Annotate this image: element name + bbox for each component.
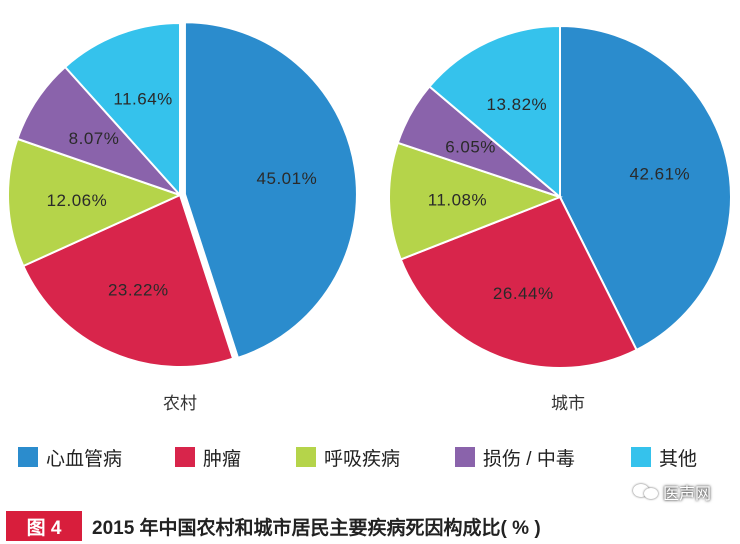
pie-label-urban-0: 42.61% <box>630 164 691 183</box>
legend-label-4: 其他 <box>659 448 697 470</box>
pie-slice-urban-1 <box>399 195 638 369</box>
legend-swatch-2 <box>296 447 316 467</box>
watermark-text: 医声网 <box>663 486 712 503</box>
legend-swatch-0 <box>18 447 38 467</box>
pie-slice-rural-2 <box>7 137 183 268</box>
figure-caption-bar <box>0 508 740 544</box>
pie-slice-rural-0 <box>183 21 358 360</box>
legend-label-0: 心血管病 <box>46 448 122 470</box>
pie-title-rural: 农村 <box>163 394 197 413</box>
legend-swatch-1 <box>175 447 195 467</box>
pie-label-urban-2: 11.08% <box>428 191 487 210</box>
legend-swatch-3 <box>455 447 475 467</box>
pie-slice-rural-1 <box>22 193 235 368</box>
watermark: 医声网 <box>633 480 711 504</box>
legend-label-2: 呼吸疾病 <box>324 448 400 470</box>
pie-slice-rural-4 <box>63 21 181 198</box>
pie-label-rural-1: 23.22% <box>108 280 169 299</box>
pie-slice-urban-2 <box>388 141 563 261</box>
pie-slice-urban-4 <box>428 24 561 200</box>
figure-caption: 2015 年中国农村和城市居民主要疾病死因构成比( % ) <box>92 518 541 539</box>
figure-badge: 图 4 <box>6 511 82 541</box>
legend: 心血管病 肿瘤 呼吸疾病 损伤 / 中毒 其他 <box>18 447 697 470</box>
pie-urban: 42.61% 26.44% 11.08% 6.05% 13.82% <box>388 24 732 369</box>
pie-rural: 45.01% 23.22% 12.06% 8.07% 11.64% <box>7 21 358 368</box>
legend-label-3: 损伤 / 中毒 <box>483 448 575 470</box>
pie-label-urban-1: 26.44% <box>493 284 554 303</box>
pie-slice-urban-0 <box>559 24 732 352</box>
legend-label-1: 肿瘤 <box>203 448 241 470</box>
pie-label-rural-2: 12.06% <box>47 191 108 210</box>
pie-label-rural-3: 8.07% <box>69 129 120 148</box>
pie-label-rural-4: 11.64% <box>113 90 172 109</box>
pie-title-urban: 城市 <box>551 394 585 413</box>
pie-label-urban-3: 6.05% <box>445 138 496 157</box>
pie-label-urban-4: 13.82% <box>487 95 548 114</box>
pie-charts: 45.01% 23.22% 12.06% 8.07% 11.64% 42.61% 26.4… <box>7 21 732 470</box>
legend-swatch-4 <box>631 447 651 467</box>
pie-label-rural-0: 45.01% <box>257 169 318 188</box>
wechat-icon <box>633 482 659 502</box>
